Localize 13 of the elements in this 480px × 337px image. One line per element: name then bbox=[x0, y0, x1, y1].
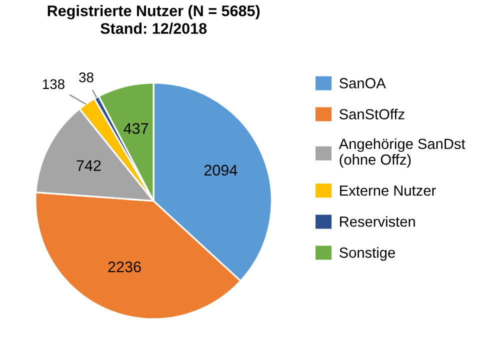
data-label: 38 bbox=[79, 72, 94, 82]
data-label: 742 bbox=[76, 160, 101, 171]
legend-label: Reservisten bbox=[340, 216, 415, 227]
chart-title: Registrierte Nutzer (N = 5685) Stand: 12/2018 bbox=[48, 5, 260, 34]
legend-label: Angehörige SanDst (ohne Offz) bbox=[338, 138, 466, 168]
legend-label: SanOA bbox=[340, 78, 386, 88]
legend-label: Externe Nutzer bbox=[340, 186, 436, 196]
data-label: 2236 bbox=[108, 261, 141, 272]
data-label: 2094 bbox=[204, 164, 238, 176]
legend-label: SanStOffz bbox=[340, 108, 404, 120]
legend-label: Sonstige bbox=[340, 247, 395, 261]
data-label: 437 bbox=[124, 123, 148, 134]
data-label: 138 bbox=[42, 79, 64, 90]
